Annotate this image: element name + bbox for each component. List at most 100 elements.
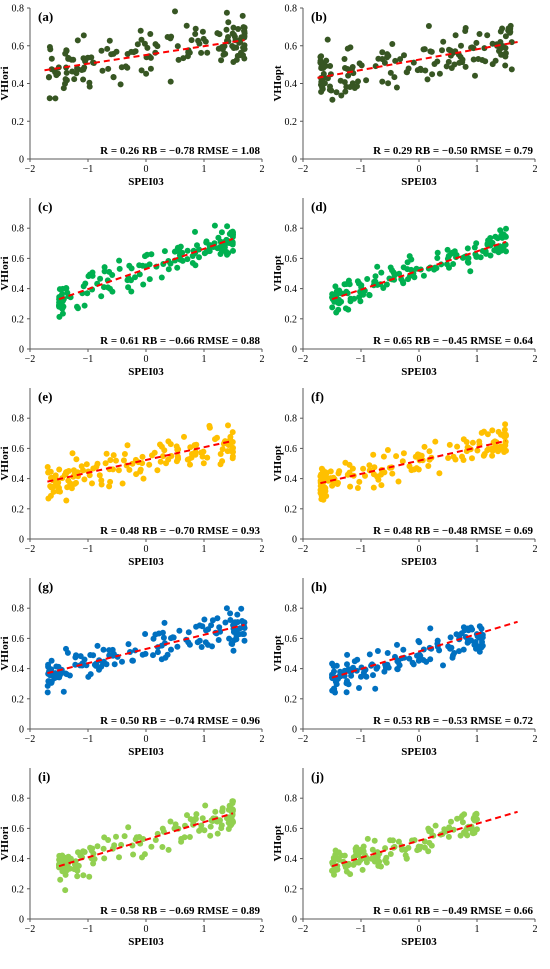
data-point <box>96 666 102 673</box>
data-point <box>230 247 236 254</box>
data-point <box>371 858 378 865</box>
data-point <box>140 475 147 482</box>
panel-label: (h) <box>311 579 327 594</box>
data-point <box>45 74 52 81</box>
data-point <box>333 89 340 96</box>
data-point <box>338 92 345 99</box>
data-point <box>327 63 334 69</box>
data-point <box>427 656 434 663</box>
data-point <box>499 25 506 32</box>
data-point <box>125 641 132 648</box>
data-point <box>497 227 504 234</box>
x-axis-title: SPEI03 <box>128 366 164 378</box>
panel-h: −2 −1 0 1 2 0 0.2 0.4 0.6 0.8 SPEI03 VHIopt (h) R = 0… <box>272 578 538 758</box>
data-point <box>465 255 472 262</box>
data-point <box>383 854 390 861</box>
data-point <box>63 469 69 476</box>
data-point <box>489 427 496 434</box>
data-point <box>374 648 381 654</box>
data-point <box>102 460 109 467</box>
data-point <box>223 9 230 16</box>
data-point <box>75 849 81 856</box>
data-point <box>228 229 235 236</box>
data-point <box>200 460 207 467</box>
x-tick-label: −1 <box>356 354 367 365</box>
data-point <box>113 833 119 840</box>
data-point <box>219 46 226 53</box>
x-tick-label: −2 <box>298 544 309 555</box>
data-point <box>63 867 70 874</box>
y-tick-label: 0.6 <box>285 41 298 52</box>
data-point <box>415 638 422 644</box>
data-point <box>330 480 337 487</box>
data-point <box>174 446 181 453</box>
data-point <box>150 652 156 659</box>
data-point <box>461 829 467 836</box>
data-point <box>196 637 203 644</box>
y-tick-label: 0.4 <box>12 79 25 90</box>
y-axis-title: VHIori <box>0 446 11 480</box>
data-point <box>335 306 342 313</box>
data-point <box>415 657 422 664</box>
data-point <box>134 41 141 48</box>
data-point <box>399 458 406 465</box>
x-tick-label: 2 <box>533 924 538 935</box>
data-point <box>410 661 417 668</box>
data-point <box>48 657 55 664</box>
data-point <box>434 58 441 65</box>
data-point <box>116 265 123 272</box>
data-point <box>229 43 236 49</box>
data-point <box>414 67 421 74</box>
data-point <box>186 834 193 840</box>
data-point <box>464 245 471 252</box>
data-point <box>71 861 78 868</box>
data-point <box>374 263 381 270</box>
data-point <box>157 441 163 448</box>
data-point <box>224 448 231 455</box>
data-point <box>441 826 448 833</box>
data-point <box>126 466 133 473</box>
data-point <box>101 264 108 271</box>
data-point <box>60 688 67 695</box>
data-point <box>360 669 367 676</box>
data-point <box>56 303 63 310</box>
data-point <box>357 846 364 853</box>
data-point <box>139 854 145 861</box>
data-point <box>476 643 483 650</box>
data-point <box>63 69 70 76</box>
data-point <box>44 464 51 470</box>
data-point <box>443 63 450 70</box>
panel-d: −2 −1 0 1 2 0 0.2 0.4 0.6 0.8 SPEI03 VHIopt (d) R = 0… <box>272 198 538 378</box>
data-point <box>45 661 52 668</box>
data-point <box>81 302 88 309</box>
data-point <box>198 49 205 56</box>
data-point <box>158 656 165 663</box>
data-point <box>137 27 144 34</box>
data-point <box>405 65 412 72</box>
data-point <box>489 40 496 47</box>
data-point <box>189 260 196 266</box>
data-point <box>329 96 336 103</box>
data-point <box>82 58 89 65</box>
data-point <box>51 483 58 490</box>
x-tick-label: 2 <box>260 354 265 365</box>
data-point <box>317 490 324 496</box>
x-tick-label: −2 <box>25 544 36 555</box>
data-point <box>389 41 396 47</box>
data-point <box>484 32 491 39</box>
data-point <box>222 619 229 626</box>
data-point <box>53 663 60 670</box>
data-point <box>228 640 235 647</box>
data-point <box>45 469 52 476</box>
data-point <box>369 846 376 853</box>
data-point <box>119 658 125 665</box>
data-point <box>347 483 354 490</box>
trend-line <box>47 623 245 675</box>
data-point <box>187 461 193 468</box>
data-point <box>448 818 454 825</box>
data-point <box>125 284 132 291</box>
data-point <box>473 810 480 817</box>
data-point <box>448 250 455 257</box>
data-point <box>502 438 509 445</box>
